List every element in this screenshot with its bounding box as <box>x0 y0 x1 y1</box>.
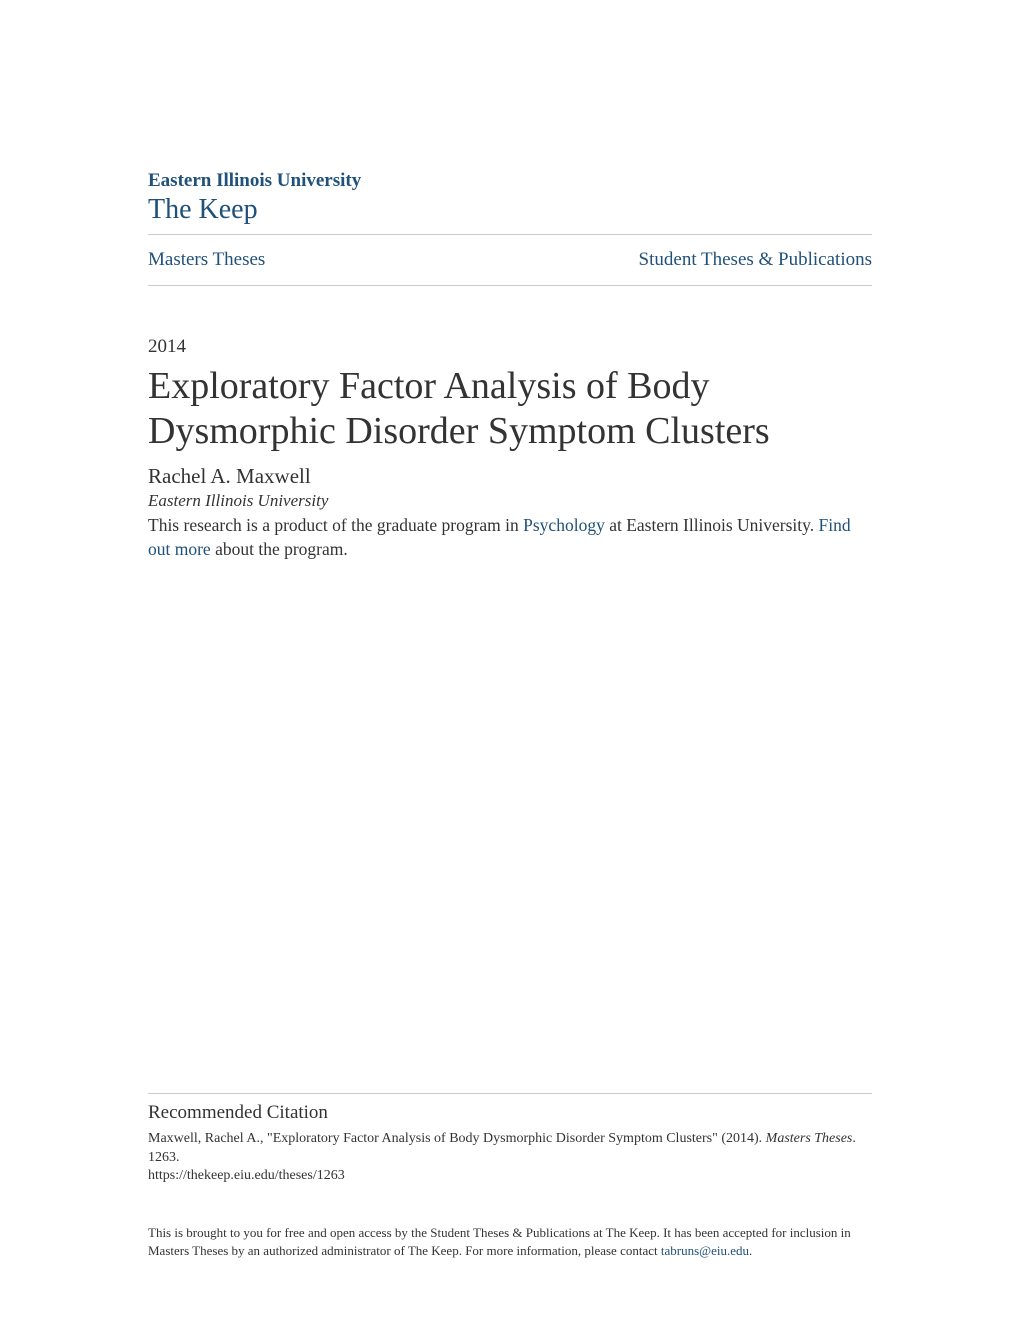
citation-url: https://thekeep.eiu.edu/theses/1263 <box>148 1168 872 1184</box>
spacer <box>148 562 872 1093</box>
document-title: Exploratory Factor Analysis of Body Dysm… <box>148 364 872 454</box>
description-text-1: This research is a product of the gradua… <box>148 515 523 535</box>
publication-year: 2014 <box>148 336 872 358</box>
footer-section: This is brought to you for free and open… <box>148 1224 872 1260</box>
footer-text: This is brought to you for free and open… <box>148 1224 872 1260</box>
header-section: Eastern Illinois University The Keep <box>148 170 872 234</box>
description-text-3: about the program. <box>211 539 348 559</box>
psychology-link[interactable]: Psychology <box>523 515 605 535</box>
citation-text: Maxwell, Rachel A., "Exploratory Factor … <box>148 1130 872 1168</box>
author-name: Rachel A. Maxwell <box>148 464 872 489</box>
citation-author: Maxwell, Rachel A., <box>148 1131 267 1146</box>
institution-name[interactable]: Eastern Illinois University <box>148 170 872 192</box>
citation-title: "Exploratory Factor Analysis of Body Dys… <box>267 1131 766 1146</box>
citation-section: Recommended Citation Maxwell, Rachel A.,… <box>148 1093 872 1184</box>
nav-link-left[interactable]: Masters Theses <box>148 249 265 271</box>
description-text-2: at Eastern Illinois University. <box>605 515 819 535</box>
repository-name[interactable]: The Keep <box>148 194 872 226</box>
page-container: Eastern Illinois University The Keep Mas… <box>0 0 1020 1320</box>
nav-section: Masters Theses Student Theses & Publicat… <box>148 234 872 286</box>
citation-heading: Recommended Citation <box>148 1102 872 1124</box>
content-section: 2014 Exploratory Factor Analysis of Body… <box>148 336 872 562</box>
citation-series: Masters Theses <box>766 1131 853 1146</box>
nav-link-right[interactable]: Student Theses & Publications <box>639 249 872 271</box>
footer-text-2: . <box>749 1243 752 1258</box>
author-affiliation: Eastern Illinois University <box>148 491 872 511</box>
program-description: This research is a product of the gradua… <box>148 513 872 562</box>
contact-email-link[interactable]: tabruns@eiu.edu <box>661 1243 749 1258</box>
